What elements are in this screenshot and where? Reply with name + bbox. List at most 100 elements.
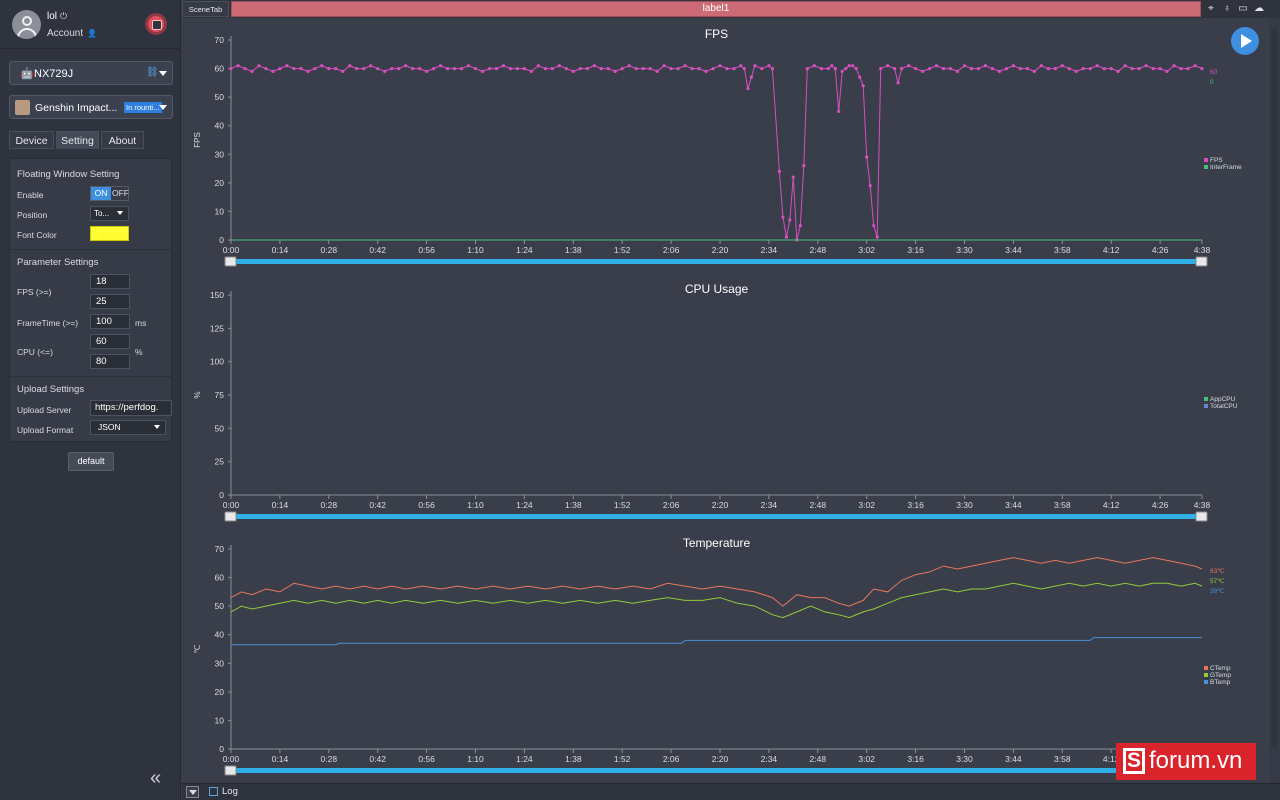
chart-2-xtick-label: 0:56	[418, 754, 435, 764]
frametime-label: FrameTime (>=)	[17, 318, 79, 328]
chart-0-series-fps-point	[229, 67, 233, 71]
chart-1-xtick-label: 4:38	[1194, 500, 1211, 510]
cpu-threshold-2-input[interactable]: 80	[90, 354, 130, 369]
chart-2-xtick-label: 1:52	[614, 754, 631, 764]
chart-0-xtick-label: 1:10	[467, 245, 484, 255]
chart-0-series-fps-point	[990, 67, 995, 71]
fps-threshold-2-input[interactable]: 25	[90, 294, 130, 309]
scene-label-bar[interactable]: label1	[231, 1, 1201, 17]
chart-0-series-fps-point	[777, 169, 782, 173]
location-pin-icon[interactable]: ⌖	[1208, 3, 1214, 14]
upload-server-input[interactable]: https://perfdog.	[90, 400, 172, 416]
enable-label: Enable	[17, 190, 44, 200]
chart-0-series-fps-point	[868, 184, 872, 188]
chart-0-series-fps-point	[1151, 67, 1155, 71]
log-checkbox[interactable]	[209, 787, 218, 796]
collapse-sidebar-icon[interactable]: «	[150, 767, 162, 789]
chart-0-series-fps-point	[606, 67, 610, 71]
chart-0-series-fps-point	[313, 67, 317, 71]
chart-0-series-fps-point	[250, 69, 254, 73]
chart-0-series-fps-point	[746, 87, 750, 91]
chart-0-xtick-label: 4:12	[1103, 245, 1120, 255]
chart-0-xtick-label: 1:52	[614, 245, 631, 255]
chart-2-xtick-label: 0:14	[272, 754, 289, 764]
chart-0-series-fps-point	[1067, 67, 1071, 71]
cpu-threshold-1-input[interactable]: 60	[90, 334, 130, 349]
chart-0-series-fps-point	[844, 67, 848, 71]
chart-0-series-fps-point	[662, 64, 666, 68]
chart-0-series-fps-point	[879, 67, 883, 71]
chart-1-xtick-label: 2:20	[712, 500, 729, 510]
usb-link-icon[interactable]: ⛓	[146, 67, 159, 78]
chart-0-series-fps-point	[620, 67, 624, 71]
chart-0-series-fps-point	[1053, 67, 1057, 71]
chart-1-xtick-label: 4:26	[1152, 500, 1169, 510]
folder-icon[interactable]: ▭	[1238, 3, 1248, 14]
settings-panel: Floating Window Setting Enable ON OFF Po…	[9, 158, 172, 442]
vertical-scrollbar[interactable]	[1269, 18, 1280, 783]
expand-dropdown-button[interactable]	[186, 786, 199, 798]
chart-0-series-fps-point	[522, 67, 526, 71]
chart-1-series-appcpu-legend-swatch	[1204, 397, 1208, 401]
chart-0-series-fps-point	[711, 67, 715, 71]
chart-1-xtick-label: 3:44	[1005, 500, 1022, 510]
marker-icon[interactable]: ♁	[1223, 3, 1231, 14]
chart-0-series-fps-point	[292, 67, 296, 71]
chart-1-series-totalcpu-legend-swatch	[1204, 404, 1208, 408]
chart-0-ytick-label: 20	[215, 178, 225, 188]
chart-0-series-fps-point	[669, 67, 673, 71]
account-link[interactable]: Account 👤	[47, 28, 97, 39]
chart-0-timeline-handle-left	[224, 256, 237, 267]
position-select[interactable]: To...	[90, 206, 129, 221]
chart-0-timeline-handle-right	[1195, 256, 1208, 267]
chart-0-ytick-label: 10	[215, 206, 225, 216]
toggle-off[interactable]: OFF	[112, 188, 129, 198]
tab-setting[interactable]: Setting	[56, 131, 99, 149]
chart-2-xtick-label: 3:44	[1005, 754, 1022, 764]
chart-0-ytick-label: 70	[215, 35, 225, 45]
tab-device[interactable]: Device	[9, 131, 54, 149]
tab-about[interactable]: About	[101, 131, 144, 149]
watermark-text: forum.vn	[1149, 747, 1243, 774]
frametime-input[interactable]: 100	[90, 314, 130, 329]
chevron-down-icon	[159, 71, 167, 76]
chart-0-series-fps-point	[739, 64, 743, 68]
chart-0-series-fps-point	[802, 164, 806, 168]
chart-0-xtick-label: 3:02	[858, 245, 875, 255]
avatar[interactable]	[12, 10, 41, 39]
fps-threshold-1-input[interactable]: 18	[90, 274, 130, 289]
toggle-on[interactable]: ON	[91, 187, 111, 200]
scene-tab[interactable]: SceneTab	[182, 1, 229, 17]
power-icon[interactable]: ⏻	[60, 11, 68, 21]
app-select[interactable]: Genshin Impact... In rounti...	[9, 95, 173, 119]
scrollbar-thumb[interactable]	[1271, 28, 1277, 748]
parameter-settings-heading: Parameter Settings	[17, 257, 99, 268]
cloud-icon[interactable]: ☁	[1254, 3, 1264, 14]
chart-0-series-fps-point	[348, 64, 352, 68]
stop-record-button[interactable]	[145, 13, 167, 35]
device-select[interactable]: 🤖 NX729J ⛓	[9, 61, 173, 85]
chart-0-series-fps-point	[1144, 64, 1148, 68]
account-settings-icon[interactable]: 👤	[87, 29, 98, 38]
chart-0-series-interframe-legend-swatch	[1204, 165, 1208, 169]
chart-0-series-fps-point	[718, 64, 722, 68]
default-button[interactable]: default	[68, 452, 114, 471]
chart-0-series-fps-point	[446, 67, 450, 71]
chart-0-series-fps-point	[1200, 67, 1204, 71]
chart-0-series-fps-point	[875, 235, 879, 239]
enable-toggle[interactable]: ON OFF	[90, 186, 129, 201]
font-color-swatch[interactable]	[90, 226, 129, 241]
chart-0-series-fps-line	[230, 65, 1203, 241]
chart-0-series-fps-point	[742, 67, 747, 71]
chart-0-xtick-label: 0:14	[272, 245, 289, 255]
chart-0-series-fps-point	[411, 67, 415, 71]
play-button[interactable]	[1231, 27, 1259, 55]
chart-0-series-fps-point	[355, 67, 359, 71]
chart-0-xtick-label: 2:34	[761, 245, 778, 255]
chart-2-ytick-label: 20	[215, 687, 225, 697]
upload-format-select[interactable]: JSON	[90, 420, 166, 435]
chart-0-series-interframe-legend-label: InterFrame	[1210, 164, 1242, 171]
chart-1-xtick-label: 0:42	[369, 500, 386, 510]
divider	[10, 249, 171, 250]
chart-0-series-fps-point	[578, 67, 582, 71]
